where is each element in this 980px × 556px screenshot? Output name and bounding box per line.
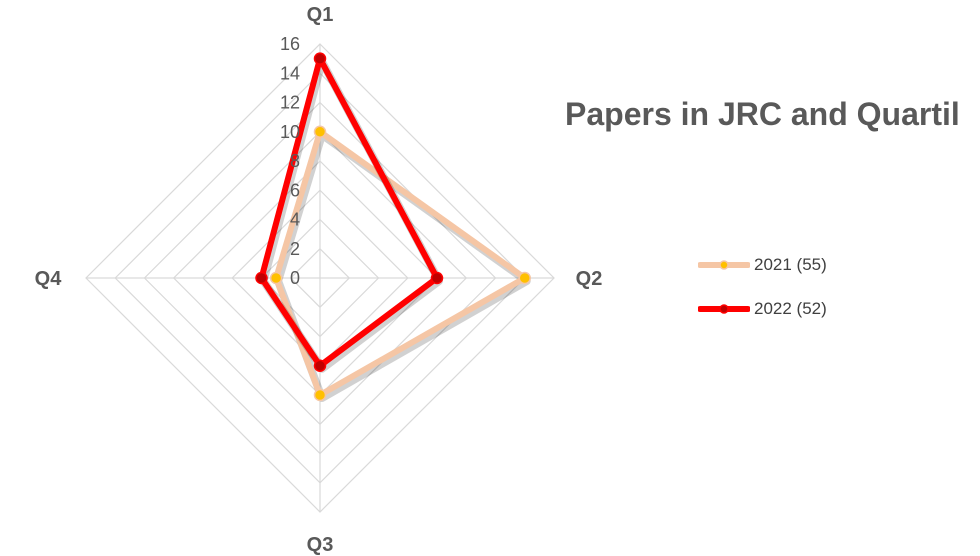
category-label-q2: Q2 (576, 268, 603, 290)
grid-layer (85, 43, 555, 513)
series-point-2022-q4 (255, 271, 268, 285)
category-label-layer: Q1 Q2 Q3 Q4 (35, 4, 603, 556)
tick-label-2: 2 (290, 239, 300, 259)
tick-label-0: 0 (290, 268, 300, 288)
series-point-2021-q3 (313, 388, 327, 402)
tick-label-8: 8 (290, 151, 300, 171)
legend-item-2022[interactable]: 2022 (52) (698, 294, 827, 324)
series-point-2022-q2 (430, 271, 444, 285)
tick-label-4: 4 (290, 210, 300, 230)
legend-marker-2022 (719, 304, 729, 314)
legend-label-2022: 2022 (52) (754, 299, 827, 318)
category-label-q3: Q3 (307, 534, 334, 556)
tick-label-layer: 0 2 4 6 8 10 12 14 16 (280, 34, 300, 288)
tick-label-10: 10 (280, 122, 300, 142)
legend-marker-2021 (719, 260, 729, 270)
legend-swatch-2021 (698, 260, 750, 270)
category-label-q4: Q4 (35, 268, 63, 290)
series-point-2021-q2 (518, 271, 531, 285)
chart-title: Papers in JRC and Quartil (565, 96, 960, 132)
legend: 2021 (55) 2022 (52) (698, 250, 827, 338)
category-label-q1: Q1 (307, 4, 334, 26)
series-point-2022-q1 (313, 52, 327, 65)
legend-item-2021[interactable]: 2021 (55) (698, 250, 827, 280)
legend-label-2021: 2021 (55) (754, 255, 827, 274)
series-point-2021-q4 (269, 271, 283, 285)
tick-label-6: 6 (290, 180, 300, 200)
series-layer (255, 52, 531, 402)
tick-label-12: 12 (280, 93, 300, 113)
series-point-2021-q1 (313, 125, 327, 138)
series-point-2022-q3 (313, 359, 327, 372)
tick-label-16: 16 (280, 34, 300, 54)
legend-swatch-2022 (698, 304, 750, 314)
tick-label-14: 14 (280, 63, 300, 83)
